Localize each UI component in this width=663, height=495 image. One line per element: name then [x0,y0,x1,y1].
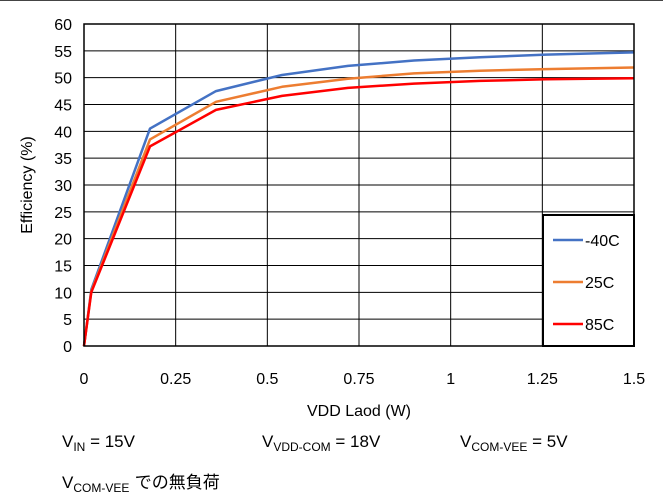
y-tick-label: 55 [54,44,72,61]
y-tick-label: 25 [54,205,72,222]
series-line-25c [82,66,635,347]
x-axis-ticks: 0 0.25 0.5 0.75 1 1.25 1.5 [80,371,646,388]
y-tick-label: 10 [54,285,72,302]
series-lines [82,51,635,347]
y-tick-label: 30 [54,178,72,195]
x-tick-label: 0 [80,371,89,388]
vin-condition: VIN = 15V [62,432,135,454]
y-tick-label: 45 [54,98,72,115]
y-tick-label: 5 [63,312,72,329]
legend-label: -40C [585,233,620,250]
legend: -40C 25C 85C [542,214,635,347]
legend-label: 85C [585,317,614,334]
x-axis-title: VDD Laod (W) [307,403,411,420]
y-tick-label: 60 [54,17,72,34]
series-line-85c [82,76,635,347]
x-tick-label: 0.5 [256,371,278,388]
vdd-com-condition: VVDD-COM = 18V [262,432,381,454]
top-border-line [0,0,663,1]
x-tick-label: 1.25 [527,371,558,388]
x-tick-label: 0.75 [343,371,374,388]
com-vee-condition: VCOM-VEE = 5V [460,432,568,454]
x-tick-label: 1.5 [623,371,645,388]
series-line-40c [82,51,635,347]
y-tick-label: 40 [54,124,72,141]
y-tick-label: 50 [54,71,72,88]
y-tick-label: 20 [54,232,72,249]
y-axis-title: Efficiency (%) [19,136,36,234]
y-tick-label: 15 [54,259,72,276]
no-load-note: VCOM-VEE での無負荷 [62,473,220,495]
x-tick-label: 0.25 [160,371,191,388]
legend-label: 25C [585,275,614,292]
plot-area-border [83,23,635,347]
x-tick-label: 1 [446,371,455,388]
y-tick-label: 0 [63,339,72,356]
efficiency-line-chart: 0 5 10 15 20 25 30 35 40 45 50 55 60 0 0.25 0.5 0.75 1 1.… [19,17,646,420]
y-axis-ticks: 0 5 10 15 20 25 30 35 40 45 50 55 60 [54,17,72,356]
y-tick-label: 35 [54,151,72,168]
